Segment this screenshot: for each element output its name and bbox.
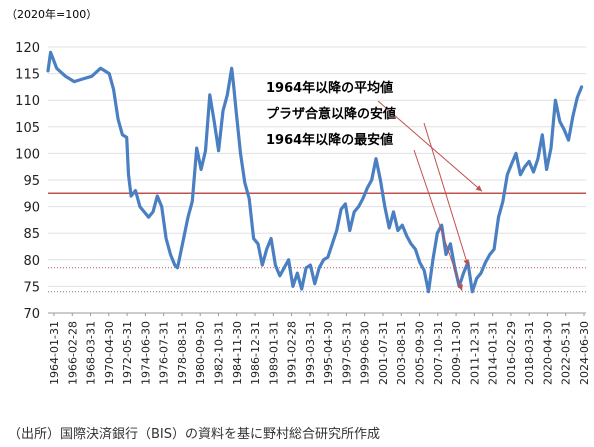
x-tick-label: 2020-04-30 — [541, 321, 554, 385]
y-tick-label: 80 — [23, 254, 40, 269]
average-annotation-arrow — [377, 100, 483, 192]
y-tick-label: 100 — [15, 147, 40, 162]
y-tick-label: 120 — [15, 41, 40, 56]
x-tick-label: 1997-05-31 — [340, 321, 353, 385]
record-low-annotation-arrow — [413, 149, 463, 291]
x-tick-label: 2024-06-30 — [578, 321, 591, 385]
x-tick-label: 1989-01-31 — [267, 321, 280, 385]
x-tick-label: 1982-10-31 — [212, 321, 225, 385]
y-tick-label: 115 — [15, 68, 40, 83]
plaza-low-annotation-arrow — [423, 122, 470, 266]
x-tick-label: 1991-02-28 — [286, 321, 299, 385]
x-tick-label: 1978-08-31 — [176, 321, 189, 385]
y-tick-label: 70 — [23, 307, 40, 322]
x-tick-label: 2005-09-30 — [414, 321, 427, 385]
y-tick-label: 105 — [15, 121, 40, 136]
source-note: （出所）国際決済銀行（BIS）の資料を基に野村総合研究所作成 — [8, 427, 381, 442]
average-annotation-label: 1964年以降の平均値 — [266, 80, 393, 96]
y-axis-unit-label: （2020年=100） — [6, 8, 98, 21]
x-tick-label: 1974-06-30 — [139, 321, 152, 385]
x-tick-label: 2018-03-31 — [523, 321, 536, 385]
x-tick-label: 1986-12-31 — [249, 321, 262, 385]
x-tick-label: 2011-12-31 — [468, 321, 481, 385]
y-tick-label: 85 — [23, 227, 40, 242]
exchange-rate-series-line — [46, 50, 584, 294]
x-tick-label: 1999-06-30 — [359, 321, 372, 385]
y-tick-label: 95 — [23, 174, 40, 189]
plaza-low-annotation-label: プラザ合意以降の安値 — [266, 106, 396, 122]
x-tick-label: 1976-07-31 — [158, 321, 171, 385]
x-tick-label: 2016-02-29 — [505, 321, 518, 385]
x-tick-label: 1970-04-30 — [103, 321, 116, 385]
x-tick-label: 2003-08-31 — [395, 321, 408, 385]
x-tick-label: 1968-03-31 — [85, 321, 98, 385]
x-tick-label: 2007-10-31 — [432, 321, 445, 385]
x-tick-label: 1972-05-31 — [121, 321, 134, 385]
y-tick-label: 110 — [15, 94, 40, 109]
x-tick-label: 2022-05-31 — [560, 321, 573, 385]
x-tick-label: 1966-02-28 — [66, 321, 79, 385]
x-tick-label: 1980-09-30 — [194, 321, 207, 385]
x-tick-label: 1964-01-31 — [48, 321, 61, 385]
y-tick-label: 75 — [23, 280, 40, 295]
record-low-annotation-label: 1964年以降の最安値 — [266, 132, 393, 148]
x-tick-label: 2009-11-30 — [450, 321, 463, 385]
x-tick-label: 2014-01-31 — [487, 321, 500, 385]
y-tick-label: 90 — [23, 201, 40, 216]
x-tick-label: 1993-03-31 — [304, 321, 317, 385]
x-tick-label: 1984-11-30 — [231, 321, 244, 385]
x-tick-label: 2001-07-31 — [377, 321, 390, 385]
x-tick-label: 1995-04-30 — [322, 321, 335, 385]
